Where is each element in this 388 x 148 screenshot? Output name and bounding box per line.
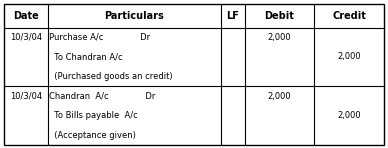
Text: 2,000: 2,000 [337,53,361,61]
Text: Purchase A/c              Dr: Purchase A/c Dr [49,33,150,42]
Text: 2,000: 2,000 [268,33,291,42]
Text: Credit: Credit [332,11,366,21]
Text: 2,000: 2,000 [268,92,291,101]
Text: 2,000: 2,000 [337,111,361,120]
Text: To Bills payable  A/c: To Bills payable A/c [49,111,138,120]
Text: 10/3/04: 10/3/04 [10,33,42,42]
Text: 10/3/04: 10/3/04 [10,92,42,101]
Text: LF: LF [227,11,239,21]
Text: Debit: Debit [265,11,294,21]
Text: To Chandran A/c: To Chandran A/c [49,53,123,61]
Text: Date: Date [13,11,39,21]
Text: (Purchased goods an credit): (Purchased goods an credit) [49,72,173,81]
Text: Particulars: Particulars [104,11,164,21]
Text: Chandran  A/c              Dr: Chandran A/c Dr [49,92,156,101]
Text: (Acceptance given): (Acceptance given) [49,131,136,140]
